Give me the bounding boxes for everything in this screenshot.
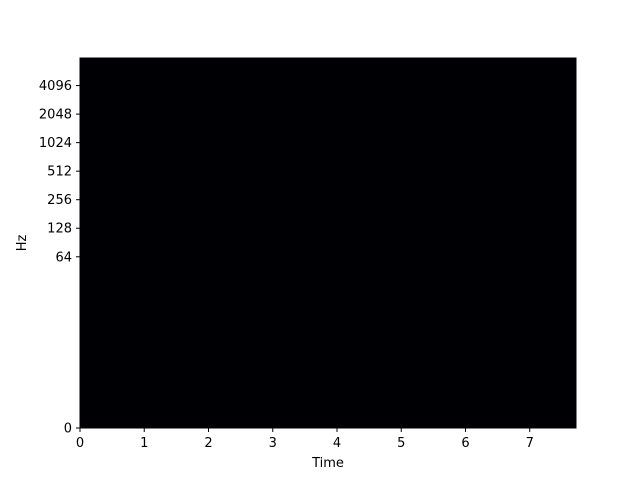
x-tick-label: 4 [333, 436, 341, 451]
y-axis-ticks: 0 64 128 256 512 1024 2048 4096 [39, 79, 80, 437]
y-tick-label: 512 [47, 165, 72, 180]
x-tick-label: 7 [526, 436, 534, 451]
y-tick-label: 0 [64, 422, 72, 437]
x-tick-label: 0 [76, 436, 84, 451]
y-tick-label: 128 [47, 222, 72, 237]
plot-frame [79, 57, 577, 429]
y-tick-label: 1024 [39, 136, 72, 151]
x-tick-label: 2 [204, 436, 212, 451]
x-axis-label: Time [311, 456, 344, 471]
spectrogram-heatmap [80, 58, 576, 428]
y-tick-label: 256 [47, 193, 72, 208]
y-tick-label: 4096 [39, 79, 72, 94]
x-tick-label: 5 [397, 436, 405, 451]
x-axis-ticks: 0 1 2 3 4 5 6 7 [76, 428, 534, 451]
y-axis-label: Hz [15, 235, 30, 252]
y-tick-label: 2048 [39, 108, 72, 123]
y-tick-label: 64 [55, 250, 72, 265]
x-tick-label: 1 [140, 436, 148, 451]
x-tick-label: 3 [269, 436, 277, 451]
x-tick-label: 6 [461, 436, 469, 451]
